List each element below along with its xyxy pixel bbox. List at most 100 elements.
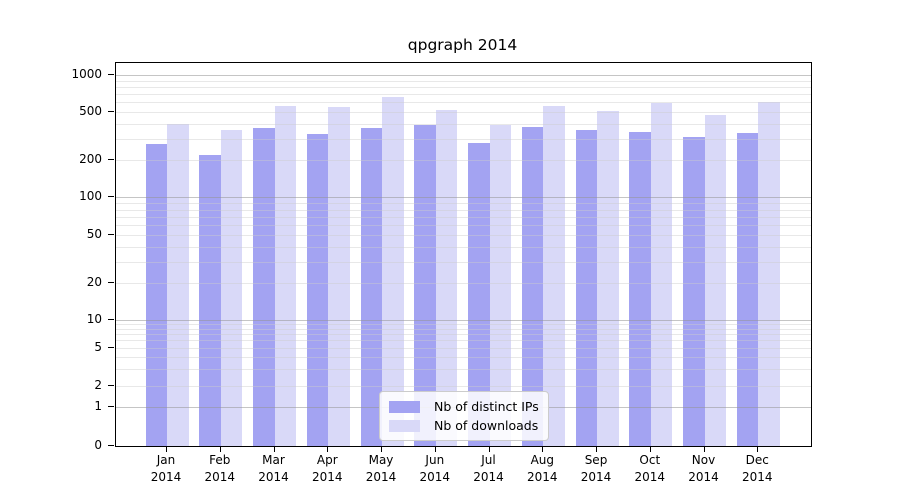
- legend-swatch-distinct-ips: [389, 400, 420, 413]
- chart-title: qpgraph 2014: [407, 36, 518, 54]
- legend: Nb of distinct IPs Nb of downloads: [379, 391, 549, 441]
- bar-downloads: [274, 105, 296, 446]
- y-tick-label: 50: [86, 227, 102, 241]
- x-tick: [219, 446, 221, 452]
- bar-downloads: [597, 111, 619, 446]
- bar-downloads: [382, 97, 404, 446]
- bar-distinct-ips: [199, 154, 221, 446]
- x-tick-month: Apr: [316, 453, 338, 467]
- y-tick-label: 20: [86, 274, 102, 289]
- gridline-minor: [116, 86, 811, 88]
- bar-downloads: [220, 130, 243, 446]
- x-tick: [166, 446, 167, 452]
- x-tick-month: Dec: [745, 453, 769, 467]
- x-tick-month: Mar: [262, 453, 285, 467]
- x-tick: [381, 446, 382, 452]
- x-tick: [273, 446, 275, 452]
- x-tick-year: 2014: [204, 470, 236, 484]
- x-tick-month: Jan: [156, 453, 176, 467]
- x-tick-label: Jun 2014: [403, 452, 467, 486]
- bar-distinct-ips: [414, 124, 436, 446]
- bar-distinct-ips: [575, 130, 597, 446]
- y-tick: [108, 158, 114, 160]
- x-tick: [596, 446, 597, 452]
- x-tick: [488, 446, 490, 452]
- y-tick-label: 1000: [71, 67, 102, 81]
- x-tick-label: Jan 2014: [134, 452, 198, 486]
- x-tick-label: Jul 2014: [457, 452, 521, 486]
- x-tick-label: May 2014: [349, 452, 413, 486]
- bar-downloads: [704, 115, 726, 446]
- legend-row-downloads: Nb of downloads: [389, 416, 539, 435]
- bar-distinct-ips: [253, 128, 275, 446]
- x-tick: [434, 446, 436, 452]
- x-tick-year: 2014: [365, 470, 397, 484]
- y-tick-label: 5: [94, 339, 102, 354]
- x-tick-year: 2014: [527, 470, 558, 484]
- x-tick-year: 2014: [419, 470, 451, 484]
- bar-distinct-ips: [736, 132, 759, 446]
- x-tick: [542, 446, 544, 452]
- x-tick: [757, 446, 759, 452]
- x-tick-month: Jul: [481, 453, 496, 467]
- bar-distinct-ips: [521, 126, 544, 446]
- x-tick-year: 2014: [634, 470, 666, 484]
- bar-distinct-ips: [306, 134, 329, 446]
- bar-distinct-ips: [468, 143, 490, 446]
- y-tick: [108, 234, 114, 235]
- gridline-minor: [116, 80, 811, 82]
- gridline-minor: [116, 93, 811, 95]
- gridline-major: [116, 75, 811, 76]
- x-tick-month: Sep: [584, 453, 608, 467]
- x-tick: [649, 446, 651, 452]
- x-tick-label: Nov 2014: [672, 452, 736, 486]
- x-tick-month: Nov: [691, 453, 716, 467]
- x-tick-label: Mar 2014: [242, 452, 306, 486]
- x-tick-label: Aug 2014: [510, 452, 574, 486]
- bar-downloads: [489, 124, 511, 446]
- legend-label-downloads: Nb of downloads: [434, 418, 539, 433]
- x-tick-year: 2014: [688, 470, 719, 484]
- y-tick-label: 500: [79, 103, 102, 118]
- y-tick: [108, 318, 114, 320]
- y-tick: [108, 445, 114, 446]
- y-tick: [108, 281, 114, 283]
- bar-distinct-ips: [683, 136, 705, 446]
- bar-distinct-ips: [145, 144, 167, 446]
- y-tick: [108, 110, 114, 112]
- x-tick-year: 2014: [258, 470, 289, 484]
- plot-area: Nb of distinct IPs Nb of downloads: [115, 62, 812, 447]
- x-tick-month: Aug: [530, 453, 555, 467]
- x-tick-month: Feb: [209, 453, 231, 467]
- y-tick: [108, 74, 114, 75]
- bar-downloads: [435, 110, 458, 446]
- legend-row-distinct-ips: Nb of distinct IPs: [389, 397, 539, 416]
- legend-label-distinct-ips: Nb of distinct IPs: [434, 399, 539, 414]
- y-tick: [108, 384, 114, 386]
- x-tick: [327, 446, 329, 452]
- y-tick-label: 200: [79, 151, 102, 166]
- bar-downloads: [167, 124, 189, 446]
- y-tick: [108, 346, 114, 348]
- y-tick-label: 2: [94, 377, 102, 392]
- x-tick-year: 2014: [580, 470, 612, 484]
- bar-distinct-ips: [629, 132, 651, 446]
- x-tick-year: 2014: [150, 470, 182, 484]
- x-tick: [703, 446, 705, 452]
- y-tick-label: 10: [86, 311, 102, 326]
- x-tick-label: Sep 2014: [564, 452, 628, 486]
- x-tick-label: Feb 2014: [188, 452, 252, 486]
- x-tick-month: Jun: [425, 453, 445, 467]
- gridline-minor: [116, 111, 811, 113]
- legend-swatch-downloads: [389, 419, 420, 432]
- x-tick-year: 2014: [742, 470, 773, 484]
- y-tick-label: 1: [94, 399, 102, 413]
- x-tick-label: Oct 2014: [618, 452, 682, 486]
- bar-downloads: [543, 106, 565, 446]
- y-tick-label: 100: [79, 189, 102, 204]
- x-tick-label: Dec 2014: [725, 452, 789, 486]
- bar-downloads: [650, 102, 673, 446]
- x-tick-label: Apr 2014: [295, 452, 359, 486]
- bar-distinct-ips: [360, 127, 382, 446]
